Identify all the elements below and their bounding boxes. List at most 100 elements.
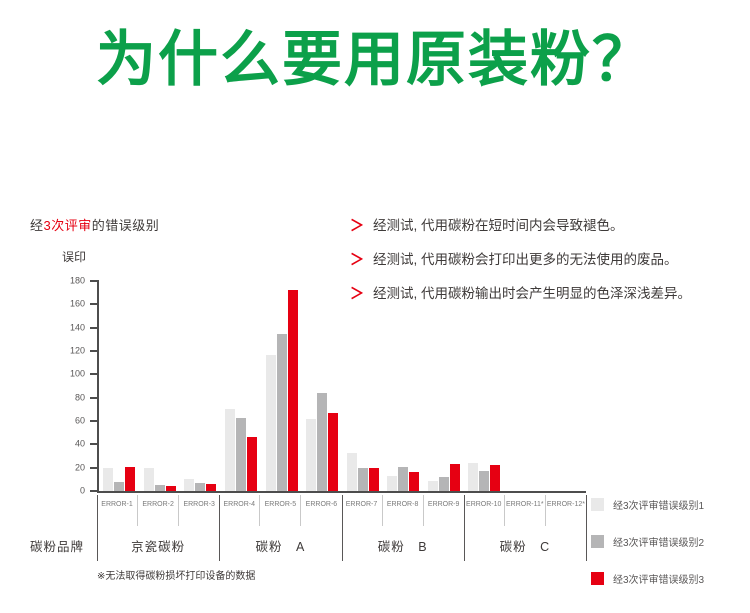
bullet-item: ＞ 经测试, 代用碳粉在短时间内会导致褪色。 [350, 214, 691, 237]
y-tick-mark [90, 350, 99, 353]
bar-series3 [328, 412, 339, 491]
bar-group-error-7 [342, 281, 383, 491]
bar-series1 [265, 354, 276, 491]
y-tick-label: 20 [74, 462, 85, 473]
y-tick-label: 100 [69, 368, 85, 379]
chart-legend: 经3次评审错误级别1 经3次评审错误级别2 经3次评审错误级别3 [591, 497, 704, 608]
page-title: 为什么要用原装粉？ [96, 26, 654, 93]
y-tick-mark [90, 373, 99, 376]
category-label: ERROR-11* [505, 495, 546, 526]
bullet-item: ＞ 经测试, 代用碳粉输出时会产生明显的色泽深浅差异。 [350, 282, 691, 305]
legend-swatch [591, 498, 604, 511]
bar-group-error-5 [261, 281, 302, 491]
y-tick-mark [90, 280, 99, 282]
legend-item: 经3次评审错误级别1 [591, 497, 704, 512]
bar-series1 [184, 479, 195, 491]
x-axis-title: 碳粉品牌 [30, 539, 85, 554]
category-cells-row: ERROR-1 ERROR-2 ERROR-3 ERROR-4 ERROR-5 ERROR… [97, 495, 586, 526]
toner-group-label: 京瓷碳粉 [131, 539, 186, 554]
bar-series2 [317, 393, 328, 491]
toner-group-label: 碳粉 A [255, 539, 306, 554]
bar-series3 [206, 484, 217, 491]
chevron-right-icon: ＞ [350, 250, 364, 268]
category-label: ERROR-9 [427, 501, 460, 508]
bar-series2 [114, 481, 125, 491]
bar-series3 [490, 465, 501, 491]
bar-series3 [287, 290, 298, 491]
y-tick-label: 180 [69, 275, 85, 286]
bar-series1 [225, 409, 236, 491]
category-label: ERROR-3 [183, 501, 215, 508]
y-tick-label: 0 [79, 485, 85, 496]
category-label: ERROR-2 [138, 495, 180, 526]
y-axis-title: 误印 [62, 250, 87, 264]
chevron-right-icon: ＞ [350, 216, 364, 234]
group-separator [341, 495, 343, 561]
chart-footnote: ※无法取得碳粉损坏打印设备的数据 [97, 571, 256, 582]
y-tick-mark [90, 490, 99, 492]
y-tick-label: 60 [74, 415, 85, 426]
bar-series2 [195, 482, 206, 491]
bar-series2 [438, 477, 449, 491]
bar-group-error-6 [302, 281, 343, 491]
bar-series1 [103, 467, 114, 491]
y-tick-mark [90, 466, 99, 469]
bar-group-error-4 [221, 281, 262, 491]
error-level-bar-chart: 0 20 40 60 80 100 120 140 160 180 [70, 276, 586, 495]
bar-series3 [449, 464, 460, 491]
bar-series3 [165, 486, 176, 491]
bar-series1 [427, 480, 438, 491]
category-label: ERROR-6 [305, 501, 338, 508]
y-tick-mark [90, 303, 99, 306]
category-label: ERROR-8 [383, 495, 424, 526]
bullet-list: ＞ 经测试, 代用碳粉在短时间内会导致褪色。 ＞ 经测试, 代用碳粉会打印出更多的无法… [350, 214, 691, 316]
toner-group-label: 碳粉 B [377, 539, 428, 554]
heading-suffix: 的错误级别 [91, 218, 160, 233]
bar-series2 [398, 466, 409, 491]
bullet-text: 经测试, 代用碳粉在短时间内会导致褪色。 [373, 218, 624, 233]
bar-series3 [247, 437, 258, 491]
bar-group-error-8 [383, 281, 424, 491]
bar-group-error-9 [424, 281, 465, 491]
category-label: ERROR-5 [260, 495, 302, 526]
bar-series3 [368, 467, 379, 491]
y-tick-label: 40 [74, 438, 85, 449]
bullet-text: 经测试, 代用碳粉会打印出更多的无法使用的废品。 [373, 252, 678, 267]
bar-series1 [143, 467, 154, 491]
bar-group-error-12 [545, 281, 586, 491]
legend-item: 经3次评审错误级别3 [591, 571, 704, 586]
bar-group-error-1 [99, 281, 140, 491]
chevron-right-icon: ＞ [350, 284, 364, 302]
bars-row [99, 281, 586, 491]
y-tick-mark [90, 326, 99, 329]
category-label: ERROR-7 [341, 495, 383, 526]
bar-series3 [409, 472, 420, 491]
y-tick-label: 120 [69, 345, 85, 356]
y-tick-label: 80 [74, 392, 85, 403]
bar-series1 [346, 452, 357, 491]
category-label: ERROR-10 [464, 495, 505, 526]
category-label: ERROR-12* [546, 501, 585, 508]
bar-group-error-10 [464, 281, 505, 491]
chart-section-heading: 经3次评审的错误级别 [30, 215, 159, 234]
y-tick-mark [90, 443, 99, 446]
bar-group-error-3 [180, 281, 221, 491]
bar-series3 [125, 466, 136, 491]
bar-series2 [276, 333, 287, 491]
bar-group-error-2 [140, 281, 181, 491]
y-tick-label: 160 [69, 298, 85, 309]
toner-group-label: 碳粉 C [499, 539, 551, 554]
group-separator [97, 495, 98, 561]
group-separator [463, 495, 465, 561]
legend-swatch [591, 535, 604, 548]
legend-item: 经3次评审错误级别2 [591, 534, 704, 549]
group-separator [586, 495, 587, 561]
bar-series1 [387, 475, 398, 491]
category-label: ERROR-4 [219, 495, 261, 526]
category-label: ERROR-1 [97, 495, 139, 526]
y-tick-label: 140 [69, 322, 85, 333]
bar-series2 [236, 417, 247, 491]
bar-group-error-11 [505, 281, 546, 491]
bar-series2 [479, 471, 490, 491]
